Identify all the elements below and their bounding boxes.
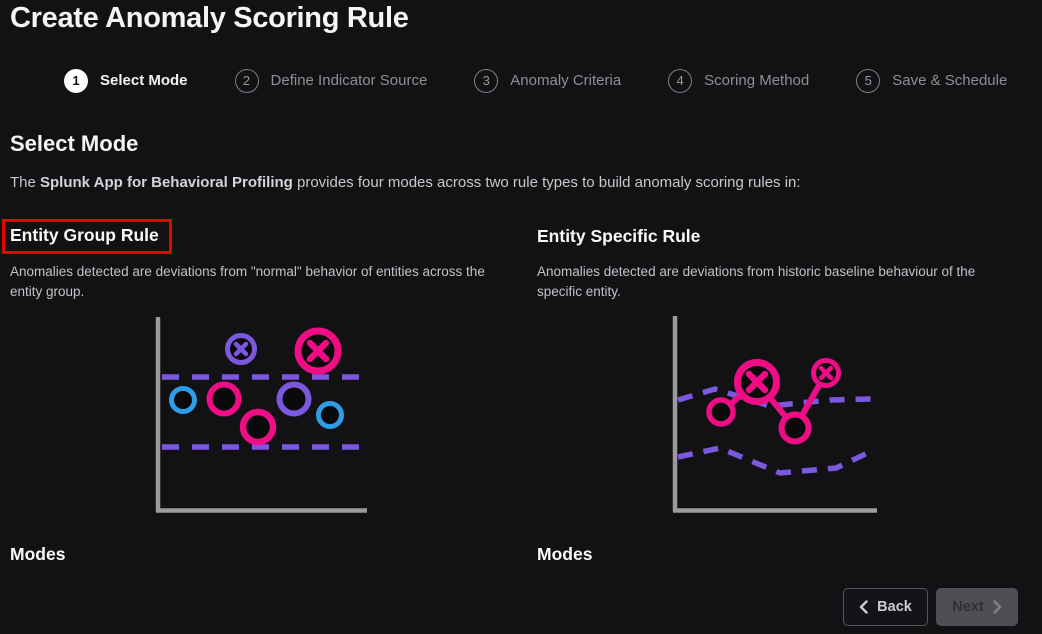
step-define-indicator-source[interactable]: 2 Define Indicator Source	[234, 68, 428, 93]
entity-specific-rule-illustration	[672, 316, 877, 513]
chevron-right-icon	[993, 600, 1001, 614]
intro-suffix: provides four modes across two rule type…	[292, 174, 801, 191]
step-save-schedule[interactable]: 5 Save & Schedule	[856, 68, 1008, 93]
section-heading: Select Mode	[10, 131, 139, 156]
step-anomaly-criteria[interactable]: 3 Anomaly Criteria	[474, 68, 622, 93]
step-select-mode[interactable]: 1 Select Mode	[64, 68, 188, 93]
section-intro: The Splunk App for Behavioral Profiling …	[10, 174, 910, 191]
back-button[interactable]: Back	[843, 588, 928, 626]
step-number-badge: 3	[474, 68, 499, 93]
next-button[interactable]: Next	[936, 588, 1018, 626]
chevron-left-icon	[859, 600, 868, 614]
entity-specific-rule-description: Anomalies detected are deviations from h…	[537, 264, 976, 299]
entity-group-modes-heading: Modes	[10, 544, 66, 564]
step-label: Scoring Method	[704, 72, 810, 89]
next-button-label: Next	[952, 599, 984, 615]
entity-group-rule-title[interactable]: Entity Group Rule	[10, 225, 159, 245]
entity-specific-rule-title[interactable]: Entity Specific Rule	[537, 226, 701, 246]
entity-group-rule-description: Anomalies detected are deviations from "…	[10, 264, 485, 299]
step-number-badge: 1	[64, 68, 88, 93]
step-label: Save & Schedule	[892, 72, 1008, 89]
step-label: Select Mode	[100, 72, 188, 89]
step-label: Define Indicator Source	[270, 72, 428, 89]
step-scoring-method[interactable]: 4 Scoring Method	[668, 68, 810, 93]
intro-prefix: The	[10, 174, 41, 191]
page-title: Create Anomaly Scoring Rule	[10, 2, 409, 34]
entity-specific-modes-heading: Modes	[537, 544, 593, 564]
step-number-badge: 2	[234, 68, 259, 93]
wizard-stepper: 1 Select Mode 2 Define Indicator Source …	[64, 68, 1007, 93]
step-number-badge: 5	[856, 68, 881, 93]
entity-group-rule-illustration	[155, 317, 367, 513]
entity-group-rule-highlight: Entity Group Rule	[2, 219, 172, 254]
intro-app-name: Splunk App for Behavioral Profiling	[40, 174, 293, 191]
step-number-badge: 4	[668, 68, 693, 93]
back-button-label: Back	[877, 599, 912, 615]
step-label: Anomaly Criteria	[510, 72, 622, 89]
